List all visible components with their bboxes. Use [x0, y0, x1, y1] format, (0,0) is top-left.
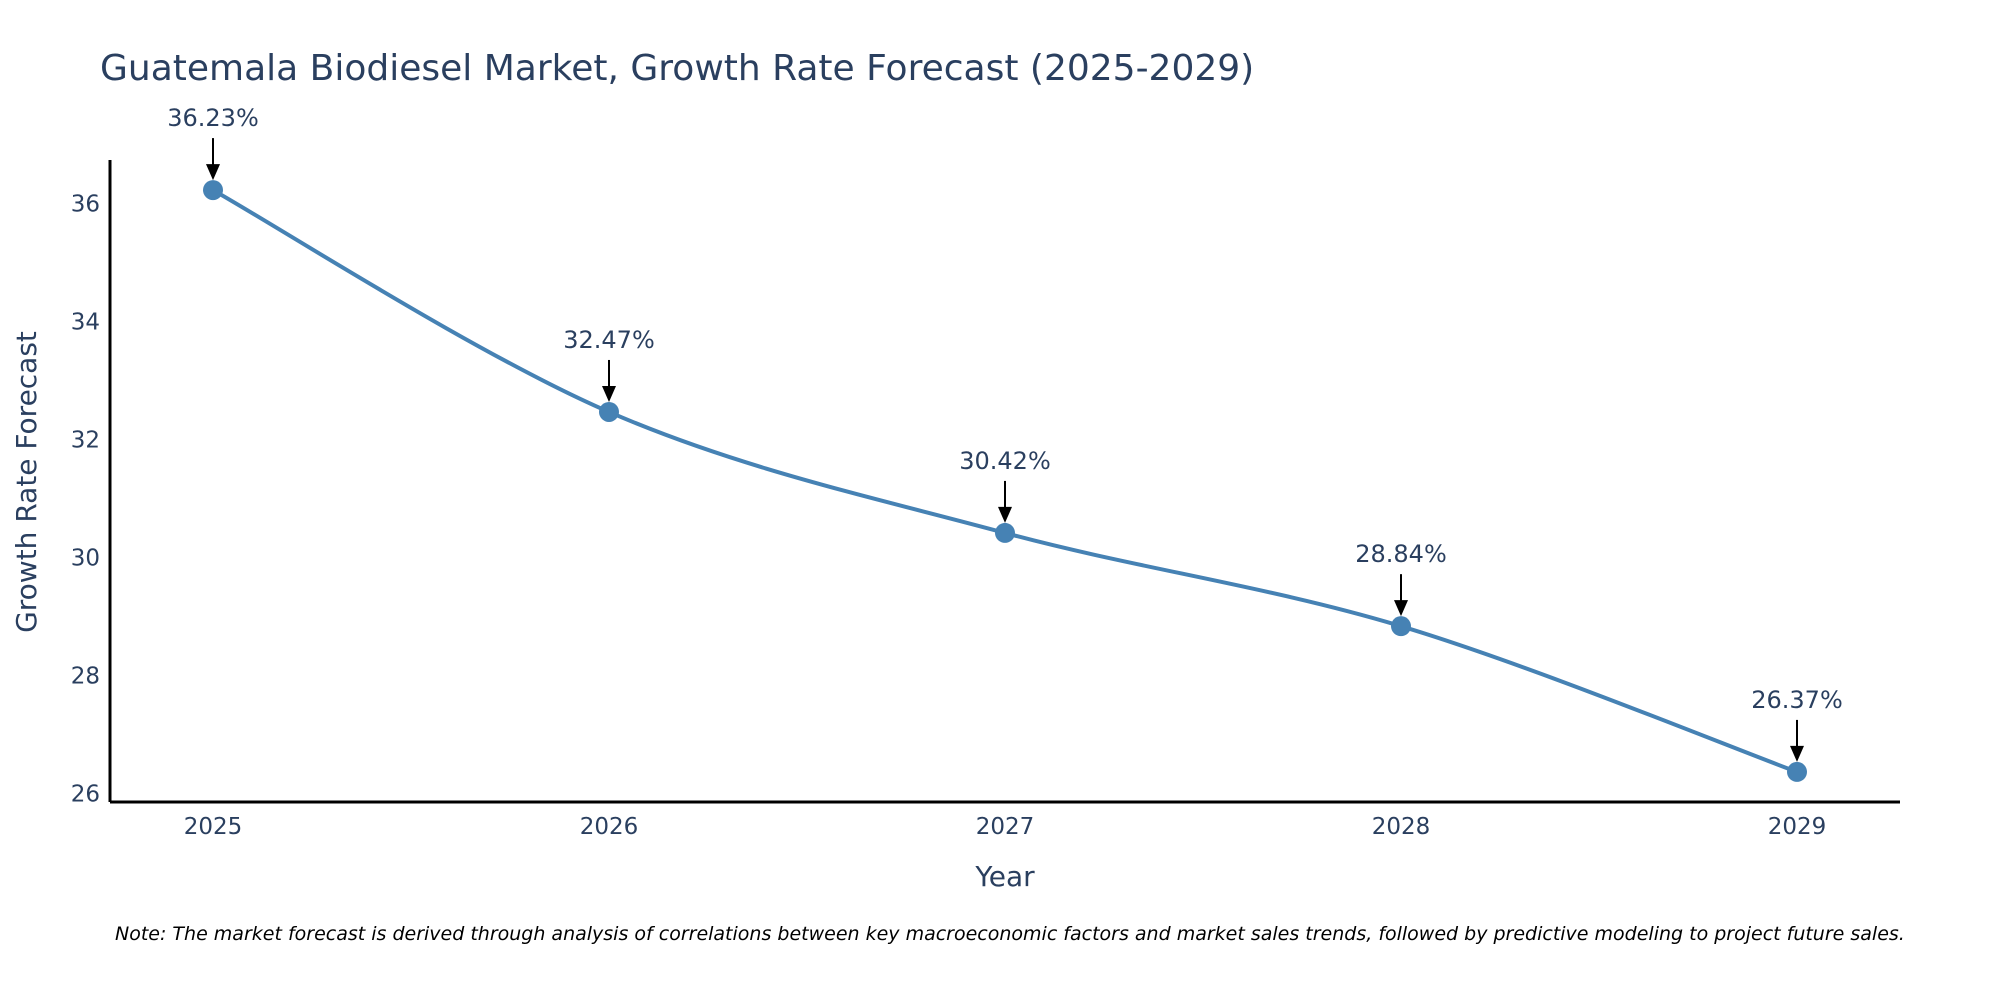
data-label: 32.47% [563, 326, 655, 354]
y-axis-ticks: 26 28 30 32 34 36 [71, 192, 100, 808]
data-point-marker [1391, 616, 1411, 637]
x-tick-label: 2029 [1768, 814, 1827, 840]
x-tick-label: 2026 [580, 814, 639, 840]
data-label: 28.84% [1355, 540, 1447, 568]
y-tick-label: 34 [71, 310, 100, 336]
data-point-marker [1787, 761, 1807, 782]
annotation-arrow-head [602, 385, 616, 402]
y-tick-label: 26 [71, 782, 100, 808]
data-point-marker [203, 180, 223, 201]
footnote: Note: The market forecast is derived thr… [115, 923, 1905, 945]
y-tick-label: 28 [71, 664, 100, 690]
data-point-marker [995, 522, 1015, 543]
data-label: 30.42% [959, 447, 1051, 475]
data-annotations: 36.23% 32.47% 30.42% 28.84% 26.37% [167, 104, 1843, 762]
x-axis-ticks: 2025 2026 2027 2028 2029 [184, 814, 1827, 840]
annotation-arrow-head [1394, 600, 1408, 617]
data-label: 36.23% [167, 104, 259, 132]
x-tick-label: 2027 [976, 814, 1035, 840]
annotation-arrow-head [1790, 745, 1804, 762]
y-axis-title: Growth Rate Forecast [10, 331, 43, 633]
data-label: 26.37% [1751, 686, 1843, 714]
data-points [203, 180, 1807, 782]
x-axis-title: Year [974, 860, 1035, 893]
x-tick-label: 2025 [184, 814, 243, 840]
y-tick-label: 30 [71, 546, 100, 572]
chart-title: Guatemala Biodiesel Market, Growth Rate … [100, 48, 1254, 89]
data-point-marker [599, 401, 619, 422]
y-tick-label: 36 [71, 192, 100, 218]
annotation-arrow-head [206, 164, 220, 181]
annotation-arrow-head [998, 506, 1012, 523]
y-tick-label: 32 [71, 428, 100, 454]
x-tick-label: 2028 [1372, 814, 1431, 840]
